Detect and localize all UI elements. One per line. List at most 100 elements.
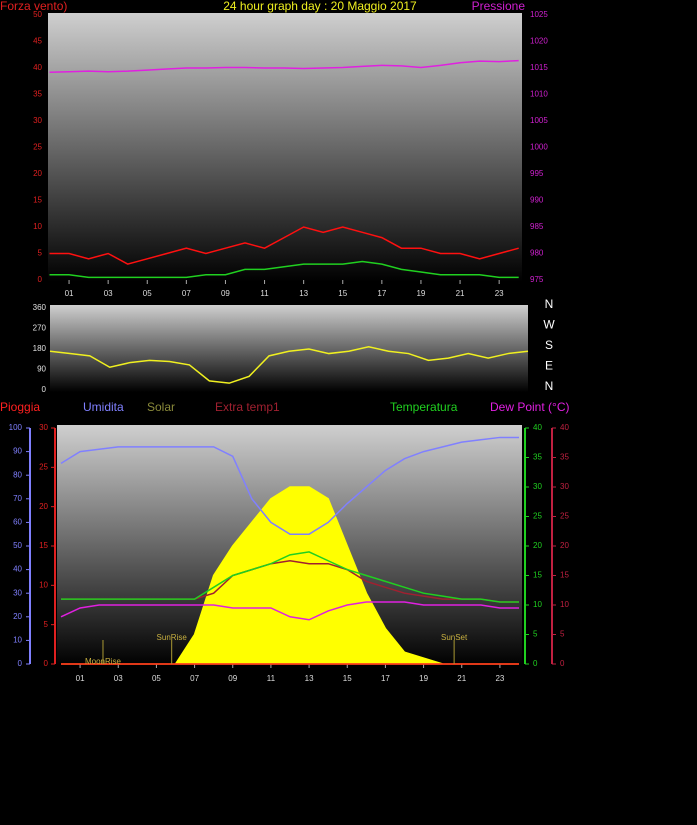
y-tick-label: 975 [530, 275, 544, 284]
y-tick-label: 70 [13, 494, 22, 503]
y-tick-label: 15 [533, 571, 542, 580]
y-tick-label: 90 [13, 447, 22, 456]
y-tick-label: 360 [33, 303, 47, 312]
y-tick-label: 10 [533, 600, 542, 609]
y-tick-label: 5 [44, 620, 49, 629]
y-tick-label: 40 [13, 565, 22, 574]
y-tick-label: 60 [13, 518, 22, 527]
x-tick-label: 13 [299, 289, 308, 298]
y-tick-label: 80 [13, 470, 22, 479]
compass-label: N [545, 379, 554, 393]
y-tick-label: 20 [533, 541, 542, 550]
y-tick-label: 40 [33, 63, 42, 72]
y-tick-label: 1010 [530, 90, 548, 99]
x-tick-label: 21 [456, 289, 465, 298]
y-tick-label: 25 [560, 512, 569, 521]
legend-entry: Temperatura [390, 400, 458, 414]
y-tick-label: 0 [533, 659, 538, 668]
y-tick-label: 35 [533, 453, 542, 462]
event-label: SunRise [157, 633, 188, 642]
y-tick-label: 15 [33, 196, 42, 205]
axis-title: Forza vento) [0, 0, 67, 13]
axis-title: Pressione [472, 0, 526, 13]
title: 24 hour graph day : 20 Maggio 2017 [223, 0, 417, 13]
x-tick-label: 07 [190, 674, 199, 683]
series-line [60, 601, 519, 621]
legend-entry: Extra temp1 [215, 400, 280, 414]
compass-label: E [545, 359, 553, 373]
series-line [60, 436, 519, 535]
legend-entry: Umidita [83, 400, 124, 414]
y-tick-label: 1000 [530, 143, 548, 152]
compass-label: W [543, 318, 555, 332]
y-tick-label: 1005 [530, 116, 548, 125]
event-label: MoonRise [85, 657, 122, 666]
series-line [49, 260, 519, 279]
x-tick-label: 03 [114, 674, 123, 683]
series-line [49, 59, 519, 73]
y-tick-label: 40 [533, 423, 542, 432]
y-tick-label: 100 [9, 423, 23, 432]
legend-entry: Dew Point (°C) [490, 400, 569, 414]
y-tick-label: 90 [37, 365, 46, 374]
y-tick-label: 45 [33, 37, 42, 46]
y-tick-label: 25 [39, 462, 48, 471]
x-tick-label: 01 [65, 289, 74, 298]
x-tick-label: 05 [152, 674, 161, 683]
series-line [49, 345, 529, 384]
event-label: SunSet [441, 633, 468, 642]
y-tick-label: 0 [42, 385, 47, 394]
y-tick-label: 30 [533, 482, 542, 491]
x-tick-label: 15 [343, 674, 352, 683]
y-tick-label: 50 [13, 541, 22, 550]
y-tick-label: 35 [560, 453, 569, 462]
y-tick-label: 35 [33, 90, 42, 99]
y-tick-label: 10 [33, 222, 42, 231]
x-tick-label: 17 [381, 674, 390, 683]
legend-entry: Pioggia [0, 400, 40, 414]
y-tick-label: 980 [530, 249, 544, 258]
y-tick-label: 20 [560, 541, 569, 550]
series-line [49, 226, 519, 265]
legend-entry: Solar [147, 400, 175, 414]
x-tick-label: 05 [143, 289, 152, 298]
y-tick-label: 10 [39, 580, 48, 589]
x-tick-label: 13 [305, 674, 314, 683]
x-tick-label: 03 [104, 289, 113, 298]
y-tick-label: 30 [13, 588, 22, 597]
y-tick-label: 5 [533, 630, 538, 639]
x-tick-label: 01 [76, 674, 85, 683]
y-tick-label: 5 [38, 249, 43, 258]
y-tick-label: 985 [530, 222, 544, 231]
y-tick-label: 30 [560, 482, 569, 491]
y-tick-label: 15 [560, 571, 569, 580]
x-tick-label: 11 [260, 289, 269, 298]
x-tick-label: 23 [495, 289, 504, 298]
y-tick-label: 0 [18, 659, 23, 668]
y-tick-label: 25 [33, 143, 42, 152]
x-tick-label: 07 [182, 289, 191, 298]
x-tick-label: 09 [221, 289, 230, 298]
y-tick-label: 995 [530, 169, 544, 178]
y-tick-label: 5 [560, 630, 565, 639]
y-tick-label: 20 [39, 502, 48, 511]
compass-label: N [545, 297, 554, 311]
series-line [61, 551, 519, 603]
y-tick-label: 15 [39, 541, 48, 550]
x-tick-label: 23 [495, 674, 504, 683]
y-tick-label: 0 [44, 659, 49, 668]
y-tick-label: 10 [560, 600, 569, 609]
y-tick-label: 270 [33, 324, 47, 333]
compass-label: S [545, 338, 553, 352]
x-tick-label: 15 [338, 289, 347, 298]
plot-area [50, 305, 528, 392]
y-tick-label: 0 [560, 659, 565, 668]
x-tick-label: 19 [419, 674, 428, 683]
x-tick-label: 17 [377, 289, 386, 298]
y-tick-label: 50 [33, 10, 42, 19]
y-tick-label: 20 [33, 169, 42, 178]
plot-area [48, 13, 522, 282]
y-tick-label: 20 [13, 612, 22, 621]
y-tick-label: 1025 [530, 10, 548, 19]
y-tick-label: 40 [560, 423, 569, 432]
